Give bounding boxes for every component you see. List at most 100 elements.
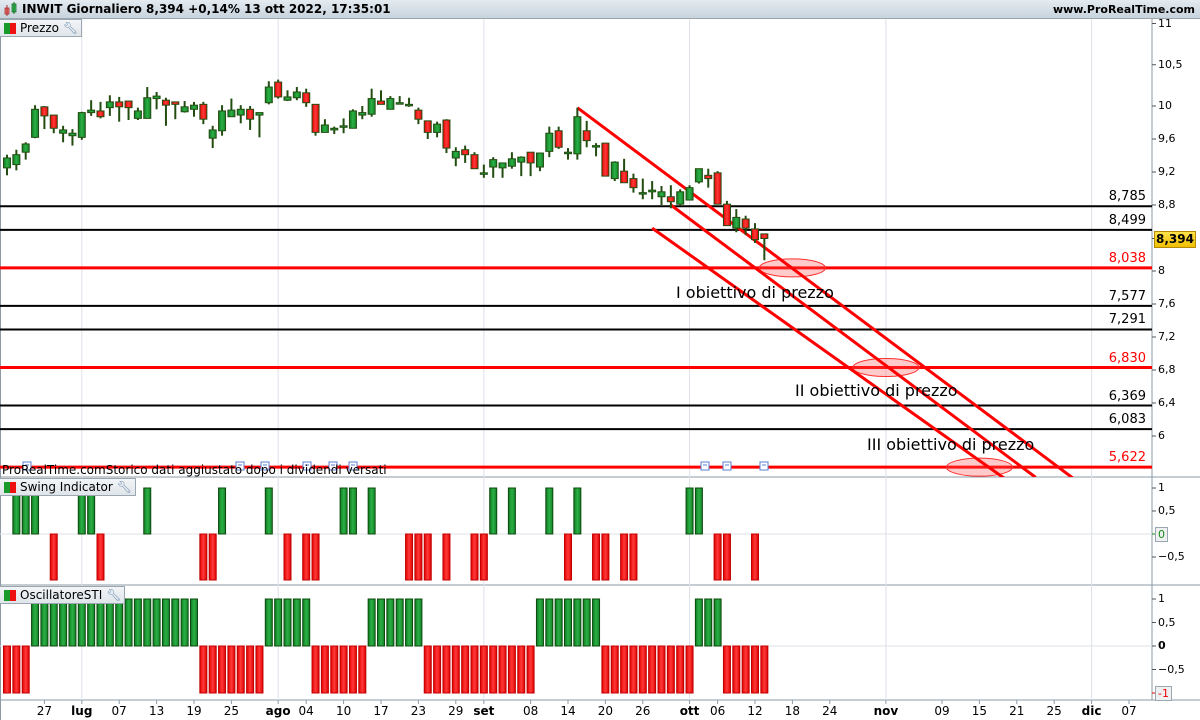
candle — [3, 154, 11, 176]
x-tick-label: 13 — [148, 704, 165, 718]
x-tick-label: nov — [873, 704, 899, 718]
candle-body — [124, 100, 133, 109]
candle — [180, 101, 189, 113]
x-tick-label: 18 — [784, 704, 801, 718]
swing-bar — [283, 533, 292, 581]
chart-header: INWIT Giornaliero 8,394 +0,14% 13 ott 20… — [0, 0, 1200, 19]
oscillator-bar — [713, 598, 722, 647]
annotation-target-1[interactable]: I obiettivo di prezzo — [676, 283, 834, 302]
candle — [152, 91, 161, 110]
candle-body — [573, 116, 582, 155]
oscillator-panel-label[interactable]: OscillatoreSTI 🔧︎ — [0, 586, 126, 604]
color-flag-icon — [4, 589, 16, 601]
candle-body — [638, 192, 647, 195]
oscillator-bar — [339, 645, 348, 694]
price-level-label: 8,038 — [1108, 250, 1146, 266]
candle-body — [461, 149, 470, 156]
candle-body — [218, 110, 227, 132]
oscillator-bar — [358, 645, 367, 694]
swing-bar — [199, 533, 208, 581]
oscillator-bar — [554, 598, 563, 647]
oscillator-bar — [545, 598, 554, 647]
price-level-label: 7,577 — [1108, 288, 1146, 304]
oscillator-bar — [367, 598, 376, 647]
dividend-marker-box — [348, 461, 358, 471]
oscillator-bar — [330, 645, 339, 694]
candle — [377, 90, 385, 105]
swing-bar — [414, 533, 423, 581]
site-link[interactable]: www.ProRealTime.com — [1052, 3, 1195, 16]
oscillator-bar — [526, 645, 535, 694]
annotation-target-3[interactable]: III obiettivo di prezzo — [867, 435, 1035, 454]
candle-body — [405, 103, 414, 107]
candle-body — [685, 187, 694, 201]
x-tick-label: lug — [71, 704, 93, 718]
x-tick-label: 26 — [635, 704, 651, 718]
candle-body — [704, 174, 713, 180]
oscillator-bar — [489, 645, 498, 694]
oscillator-bar — [31, 598, 40, 647]
oscillator-tick-label: -1 — [1155, 686, 1172, 701]
oscillator-bar — [124, 598, 133, 647]
oscillator-bar — [311, 645, 320, 694]
candle — [40, 106, 49, 130]
candle-body — [31, 108, 40, 138]
oscillator-bar — [517, 645, 526, 694]
price-tick-label: 10,5 — [1158, 57, 1183, 71]
x-tick-label: 21 — [1009, 704, 1025, 718]
x-tick-label: 20 — [597, 704, 614, 718]
candle-body — [713, 172, 722, 205]
wrench-icon[interactable]: 🔧︎ — [106, 588, 122, 602]
oscillator-bar — [423, 645, 432, 694]
wrench-icon[interactable]: 🔧︎ — [63, 21, 79, 35]
price-tick-label: 6 — [1158, 429, 1165, 442]
candle — [648, 181, 657, 200]
candle — [49, 114, 58, 134]
candle — [227, 98, 236, 118]
oscillator-bar — [255, 645, 264, 694]
price-tick-label: 10 — [1158, 99, 1172, 112]
candle-body — [152, 95, 161, 100]
dividend-marker-icon — [235, 461, 245, 471]
dividend-marker-box — [235, 461, 245, 471]
candle — [302, 88, 311, 107]
candle-body — [526, 151, 535, 164]
candle — [143, 87, 152, 119]
x-tick-label: 15 — [971, 704, 988, 718]
oscillator-bar — [105, 598, 114, 647]
price-panel-label[interactable]: Prezzo 🔧︎ — [0, 19, 83, 37]
oscillator-bar — [199, 645, 208, 694]
oscillator-bar — [21, 645, 30, 694]
oscillator-bar — [433, 645, 442, 694]
candle-body — [582, 130, 591, 142]
candle-body — [433, 123, 442, 133]
candle — [451, 147, 460, 167]
swing-bar — [601, 533, 610, 581]
candle — [348, 109, 357, 129]
oscillator-bar — [451, 645, 460, 694]
candle-body — [732, 216, 741, 229]
annotation-target-2[interactable]: II obiettivo di prezzo — [795, 381, 958, 400]
dividend-marker-box — [302, 461, 312, 471]
oscillator-bar — [59, 598, 68, 647]
candle — [358, 106, 367, 120]
candle — [666, 185, 675, 209]
dividend-marker-box — [700, 461, 710, 471]
candle-body — [592, 145, 601, 148]
candle — [367, 88, 376, 117]
swing-bar — [592, 533, 601, 581]
oscillator-bar — [442, 645, 451, 694]
candle-body — [395, 102, 404, 105]
candle — [507, 152, 516, 169]
price-level-label: 6,083 — [1108, 412, 1146, 428]
candle-body — [629, 178, 638, 189]
swing-panel-label[interactable]: Swing Indicator 🔧︎ — [0, 478, 137, 496]
candle-body — [143, 97, 152, 119]
x-tick-label: 27 — [36, 704, 53, 718]
wrench-icon[interactable]: 🔧︎ — [116, 480, 133, 494]
oscillator-bar — [395, 598, 404, 647]
oscillator-bar — [264, 598, 273, 647]
x-tick-label: 23 — [410, 704, 427, 718]
candle — [732, 209, 741, 233]
